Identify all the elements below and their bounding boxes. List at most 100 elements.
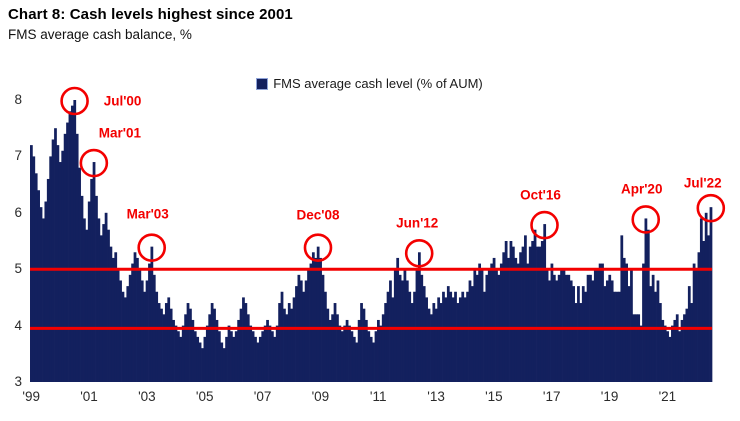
bar-month-94	[256, 342, 260, 382]
bar-month-182	[468, 280, 472, 382]
bar-month-68	[193, 331, 197, 382]
bar-month-70	[198, 342, 202, 382]
bar-month-248	[627, 286, 631, 382]
x-tick-label-09: '09	[311, 389, 330, 404]
bar-month-59	[172, 319, 175, 382]
bar-month-134	[352, 336, 356, 382]
bar-month-104	[280, 291, 284, 382]
bar-month-113	[302, 291, 306, 382]
bar-month-243	[615, 291, 619, 382]
bar-month-20	[78, 167, 81, 382]
bar-month-91	[249, 325, 253, 382]
chart-title: Chart 8: Cash levels highest since 2001	[8, 6, 293, 23]
bar-month-131	[345, 319, 349, 382]
bar-month-264	[666, 331, 669, 382]
bar-month-238	[603, 286, 607, 382]
bar-month-109	[292, 297, 296, 382]
bar-month-255	[644, 218, 648, 382]
bar-month-195	[499, 263, 503, 382]
bar-month-55	[162, 314, 166, 382]
bar-month-21	[80, 195, 84, 382]
bar-month-267	[673, 319, 677, 382]
bar-month-216	[550, 263, 554, 382]
bar-month-254	[642, 263, 645, 382]
bar-month-26	[92, 162, 96, 382]
bar-month-228	[579, 303, 583, 382]
x-tick-label-05: '05	[195, 389, 214, 404]
bar-month-273	[687, 286, 691, 382]
bar-month-135	[355, 342, 359, 382]
bar-month-107	[287, 303, 291, 382]
bar-month-116	[309, 263, 313, 382]
bar-month-112	[299, 280, 303, 382]
bar-month-229	[581, 286, 585, 382]
bar-month-93	[254, 336, 257, 382]
bar-month-106	[285, 314, 289, 382]
bar-month-209	[533, 229, 537, 382]
bar-month-127	[336, 314, 339, 382]
bar-month-269	[678, 331, 682, 382]
bar-month-221	[562, 269, 566, 382]
bar-month-15	[66, 122, 69, 382]
bar-month-100	[270, 331, 274, 382]
bar-month-274	[690, 303, 694, 382]
bar-month-146	[381, 314, 385, 382]
bar-month-179	[461, 291, 465, 382]
bar-month-130	[343, 325, 347, 382]
bar-month-123	[326, 308, 330, 382]
chart-legend: FMS average cash level (% of AUM)	[0, 76, 740, 91]
bar-month-205	[524, 235, 527, 382]
bar-month-73	[205, 325, 209, 382]
bar-month-266	[671, 325, 674, 382]
bar-month-42	[131, 263, 134, 382]
bar-month-3	[37, 190, 40, 382]
bar-month-12	[58, 162, 62, 382]
bar-month-196	[502, 252, 506, 382]
bar-month-147	[384, 303, 388, 382]
bar-month-75	[210, 303, 214, 382]
bar-month-89	[244, 303, 248, 382]
x-tick-label-01: '01	[80, 389, 98, 404]
bar-month-235	[596, 269, 600, 382]
bar-month-50	[150, 246, 154, 382]
bar-month-39	[123, 297, 127, 382]
bar-month-180	[463, 297, 467, 382]
bar-month-126	[333, 303, 337, 382]
bar-month-33	[109, 246, 113, 382]
bar-month-173	[446, 286, 450, 382]
bar-month-36	[116, 269, 120, 382]
bar-month-76	[213, 308, 216, 382]
x-tick-label-19: '19	[600, 389, 619, 404]
bar-month-14	[63, 133, 67, 382]
bar-month-247	[625, 263, 628, 382]
bar-month-139	[364, 319, 368, 382]
bar-month-5	[42, 218, 45, 382]
bar-month-19	[75, 133, 79, 382]
bar-month-197	[504, 241, 508, 382]
bar-month-52	[155, 291, 159, 382]
series-color-swatch-icon	[257, 78, 268, 89]
annotation-circle-Jul'22	[696, 193, 726, 223]
bar-month-69	[196, 336, 200, 382]
bar-month-64	[184, 314, 187, 382]
bar-month-212	[540, 241, 544, 382]
bar-month-23	[85, 229, 89, 382]
bar-month-245	[620, 235, 624, 382]
y-tick-label-7: 7	[14, 148, 22, 164]
bar-month-10	[54, 128, 57, 382]
legend-label: FMS average cash level (% of AUM)	[273, 76, 483, 91]
bar-month-265	[668, 336, 672, 382]
bar-month-27	[95, 195, 98, 382]
x-tick-label-99: '99	[22, 389, 40, 404]
bar-month-281	[707, 235, 710, 382]
bar-month-141	[369, 336, 373, 382]
bar-month-214	[545, 269, 549, 382]
annotation-label-Mar01: Mar'01	[98, 125, 141, 141]
chart-subtitle: FMS average cash balance, %	[8, 27, 192, 42]
bar-month-38	[121, 291, 125, 382]
bar-month-199	[509, 241, 513, 382]
bar-month-79	[220, 342, 224, 382]
bar-month-99	[268, 325, 272, 382]
bar-month-271	[683, 314, 686, 382]
bar-month-103	[278, 303, 281, 382]
